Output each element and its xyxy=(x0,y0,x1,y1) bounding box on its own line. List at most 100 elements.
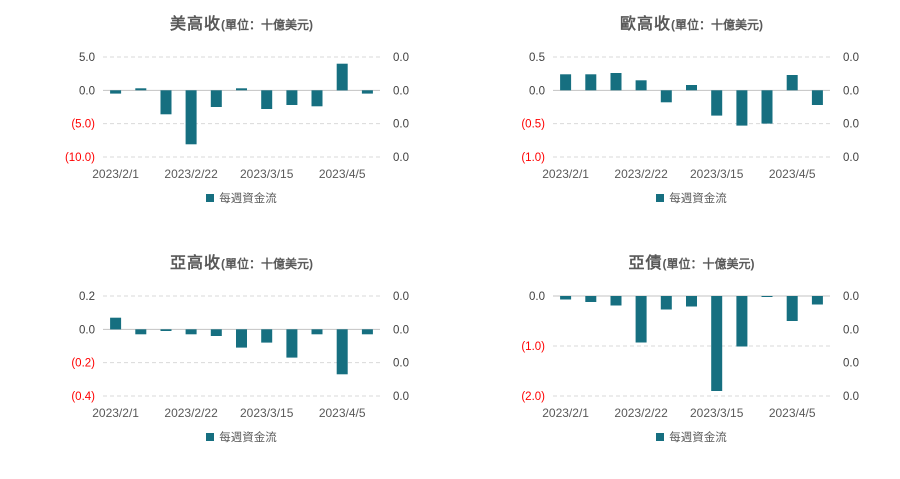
right-axis-tick: 0.0 xyxy=(393,324,409,336)
legend-swatch-icon xyxy=(656,433,665,441)
bar xyxy=(635,296,647,343)
chart-title: 亞債(單位：十億美元) xyxy=(450,252,900,276)
bar xyxy=(286,90,298,105)
bar-plot: 0.2 0.0 (0.2) (0.4) 0.0 0.0 0.0 0.0 2023/2/1 2023… xyxy=(71,291,409,420)
right-axis-tick: 0.0 xyxy=(393,52,409,64)
bar xyxy=(660,90,672,103)
chart-title: 美高收(單位：十億美元) xyxy=(0,13,450,37)
left-axis-tick: 0.0 xyxy=(529,85,545,97)
bar-plot: 0.5 0.0 (0.5) (1.0) 0.0 0.0 0.0 0.0 2023/2/1 2023… xyxy=(521,52,859,181)
bar xyxy=(560,74,572,91)
left-axis-tick: (0.5) xyxy=(521,119,545,131)
left-axis-tick: (2.0) xyxy=(521,391,545,403)
left-axis-tick: (1.0) xyxy=(521,341,545,353)
x-axis-tick: 2023/2/22 xyxy=(164,406,218,420)
legend-label: 每週資金流 xyxy=(219,193,277,205)
bar xyxy=(610,73,622,91)
left-axis-tick: (5.0) xyxy=(71,119,95,131)
chart-title-text: 亞高收 xyxy=(169,255,221,272)
chart-unit-label: (單位：十億美元) xyxy=(662,257,755,271)
bar xyxy=(811,296,823,305)
bar xyxy=(135,329,147,335)
right-axis-tick: 0.0 xyxy=(843,52,859,64)
chart-us-high-yield: 美高收(單位：十億美元) 5.0 0.0 (5.0) (10.0) 0.0 0.0 0.0 0… xyxy=(0,0,450,239)
right-axis-tick: 0.0 xyxy=(843,291,859,303)
x-axis-tick: 2023/2/22 xyxy=(614,406,668,420)
bar xyxy=(210,329,222,336)
x-axis-tick: 2023/3/15 xyxy=(690,406,744,420)
legend-label: 每週資金流 xyxy=(669,432,727,444)
chart-europe-high-yield: 歐高收(單位：十億美元) 0.5 0.0 (0.5) (1.0) 0.0 0.0 0.0 0.… xyxy=(450,0,900,239)
right-axis-tick: 0.0 xyxy=(393,358,409,370)
bar xyxy=(736,296,748,347)
chart-legend: 每週資金流 xyxy=(0,190,450,206)
right-axis-tick: 0.0 xyxy=(843,119,859,131)
chart-asia-high-yield: 亞高收(單位：十億美元) 0.2 0.0 (0.2) (0.4) 0.0 0.0 0.0 0.… xyxy=(0,239,450,479)
bar xyxy=(135,88,147,91)
left-axis-tick: 5.0 xyxy=(79,52,95,64)
x-axis-tick: 2023/2/1 xyxy=(542,167,589,181)
bar xyxy=(311,90,323,107)
bar xyxy=(160,329,172,331)
x-axis-tick: 2023/2/22 xyxy=(164,167,218,181)
bar xyxy=(110,317,122,330)
right-axis-tick: 0.0 xyxy=(843,358,859,370)
chart-asia-bond: 亞債(單位：十億美元) 0.0 (1.0) (2.0) 0.0 0.0 0.0 0.0 202… xyxy=(450,239,900,479)
right-axis-tick: 0.0 xyxy=(393,391,409,403)
bar xyxy=(560,296,572,300)
bar xyxy=(761,296,773,297)
chart-legend: 每週資金流 xyxy=(450,429,900,445)
x-axis-tick: 2023/3/15 xyxy=(690,167,744,181)
bar xyxy=(311,329,323,335)
left-axis-tick: (10.0) xyxy=(65,152,95,164)
left-axis-tick: (0.2) xyxy=(71,358,95,370)
chart-unit-label: (單位：十億美元) xyxy=(221,18,313,32)
right-axis-tick: 0.0 xyxy=(393,85,409,97)
bar xyxy=(361,90,373,94)
x-axis-tick: 2023/2/1 xyxy=(92,167,139,181)
chart-unit-label: (單位：十億美元) xyxy=(221,257,313,271)
legend-swatch-icon xyxy=(206,194,215,202)
x-axis-tick: 2023/2/22 xyxy=(614,167,668,181)
bar xyxy=(610,296,622,306)
chart-title-text: 歐高收 xyxy=(619,16,671,33)
bar xyxy=(261,90,273,109)
x-axis-tick: 2023/3/15 xyxy=(240,406,294,420)
right-axis-tick: 0.0 xyxy=(843,152,859,164)
bar xyxy=(585,74,597,91)
left-axis-tick: 0.2 xyxy=(79,291,95,303)
legend-swatch-icon xyxy=(656,194,665,202)
bar xyxy=(786,75,798,91)
bar xyxy=(110,90,122,94)
right-axis-tick: 0.0 xyxy=(393,152,409,164)
x-axis-tick: 2023/3/15 xyxy=(240,167,294,181)
x-axis-tick: 2023/4/5 xyxy=(319,406,366,420)
chart-title-text: 美高收 xyxy=(169,16,221,33)
bar xyxy=(711,296,723,391)
left-axis-tick: 0.0 xyxy=(529,291,545,303)
x-axis-tick: 2023/2/1 xyxy=(92,406,139,420)
bar xyxy=(336,329,348,375)
chart-legend: 每週資金流 xyxy=(0,429,450,445)
left-axis-tick: 0.5 xyxy=(529,52,545,64)
bar xyxy=(236,88,247,91)
right-axis-tick: 0.0 xyxy=(843,85,859,97)
bar xyxy=(185,90,197,145)
chart-title-text: 亞債 xyxy=(628,255,663,272)
bar xyxy=(686,85,697,91)
legend-label: 每週資金流 xyxy=(219,432,277,444)
bar xyxy=(261,329,273,343)
bar xyxy=(786,296,798,321)
legend-label: 每週資金流 xyxy=(669,193,727,205)
bar xyxy=(761,90,773,124)
bar xyxy=(660,296,672,310)
bar xyxy=(686,296,697,307)
x-axis-tick: 2023/2/1 xyxy=(542,406,589,420)
right-axis-tick: 0.0 xyxy=(843,324,859,336)
left-axis-tick: (1.0) xyxy=(521,152,545,164)
bar xyxy=(286,329,298,358)
bar xyxy=(236,329,247,348)
x-axis-tick: 2023/4/5 xyxy=(319,167,366,181)
bar xyxy=(160,90,172,115)
bar-plot: 5.0 0.0 (5.0) (10.0) 0.0 0.0 0.0 0.0 2023/2/1 202… xyxy=(65,52,409,181)
